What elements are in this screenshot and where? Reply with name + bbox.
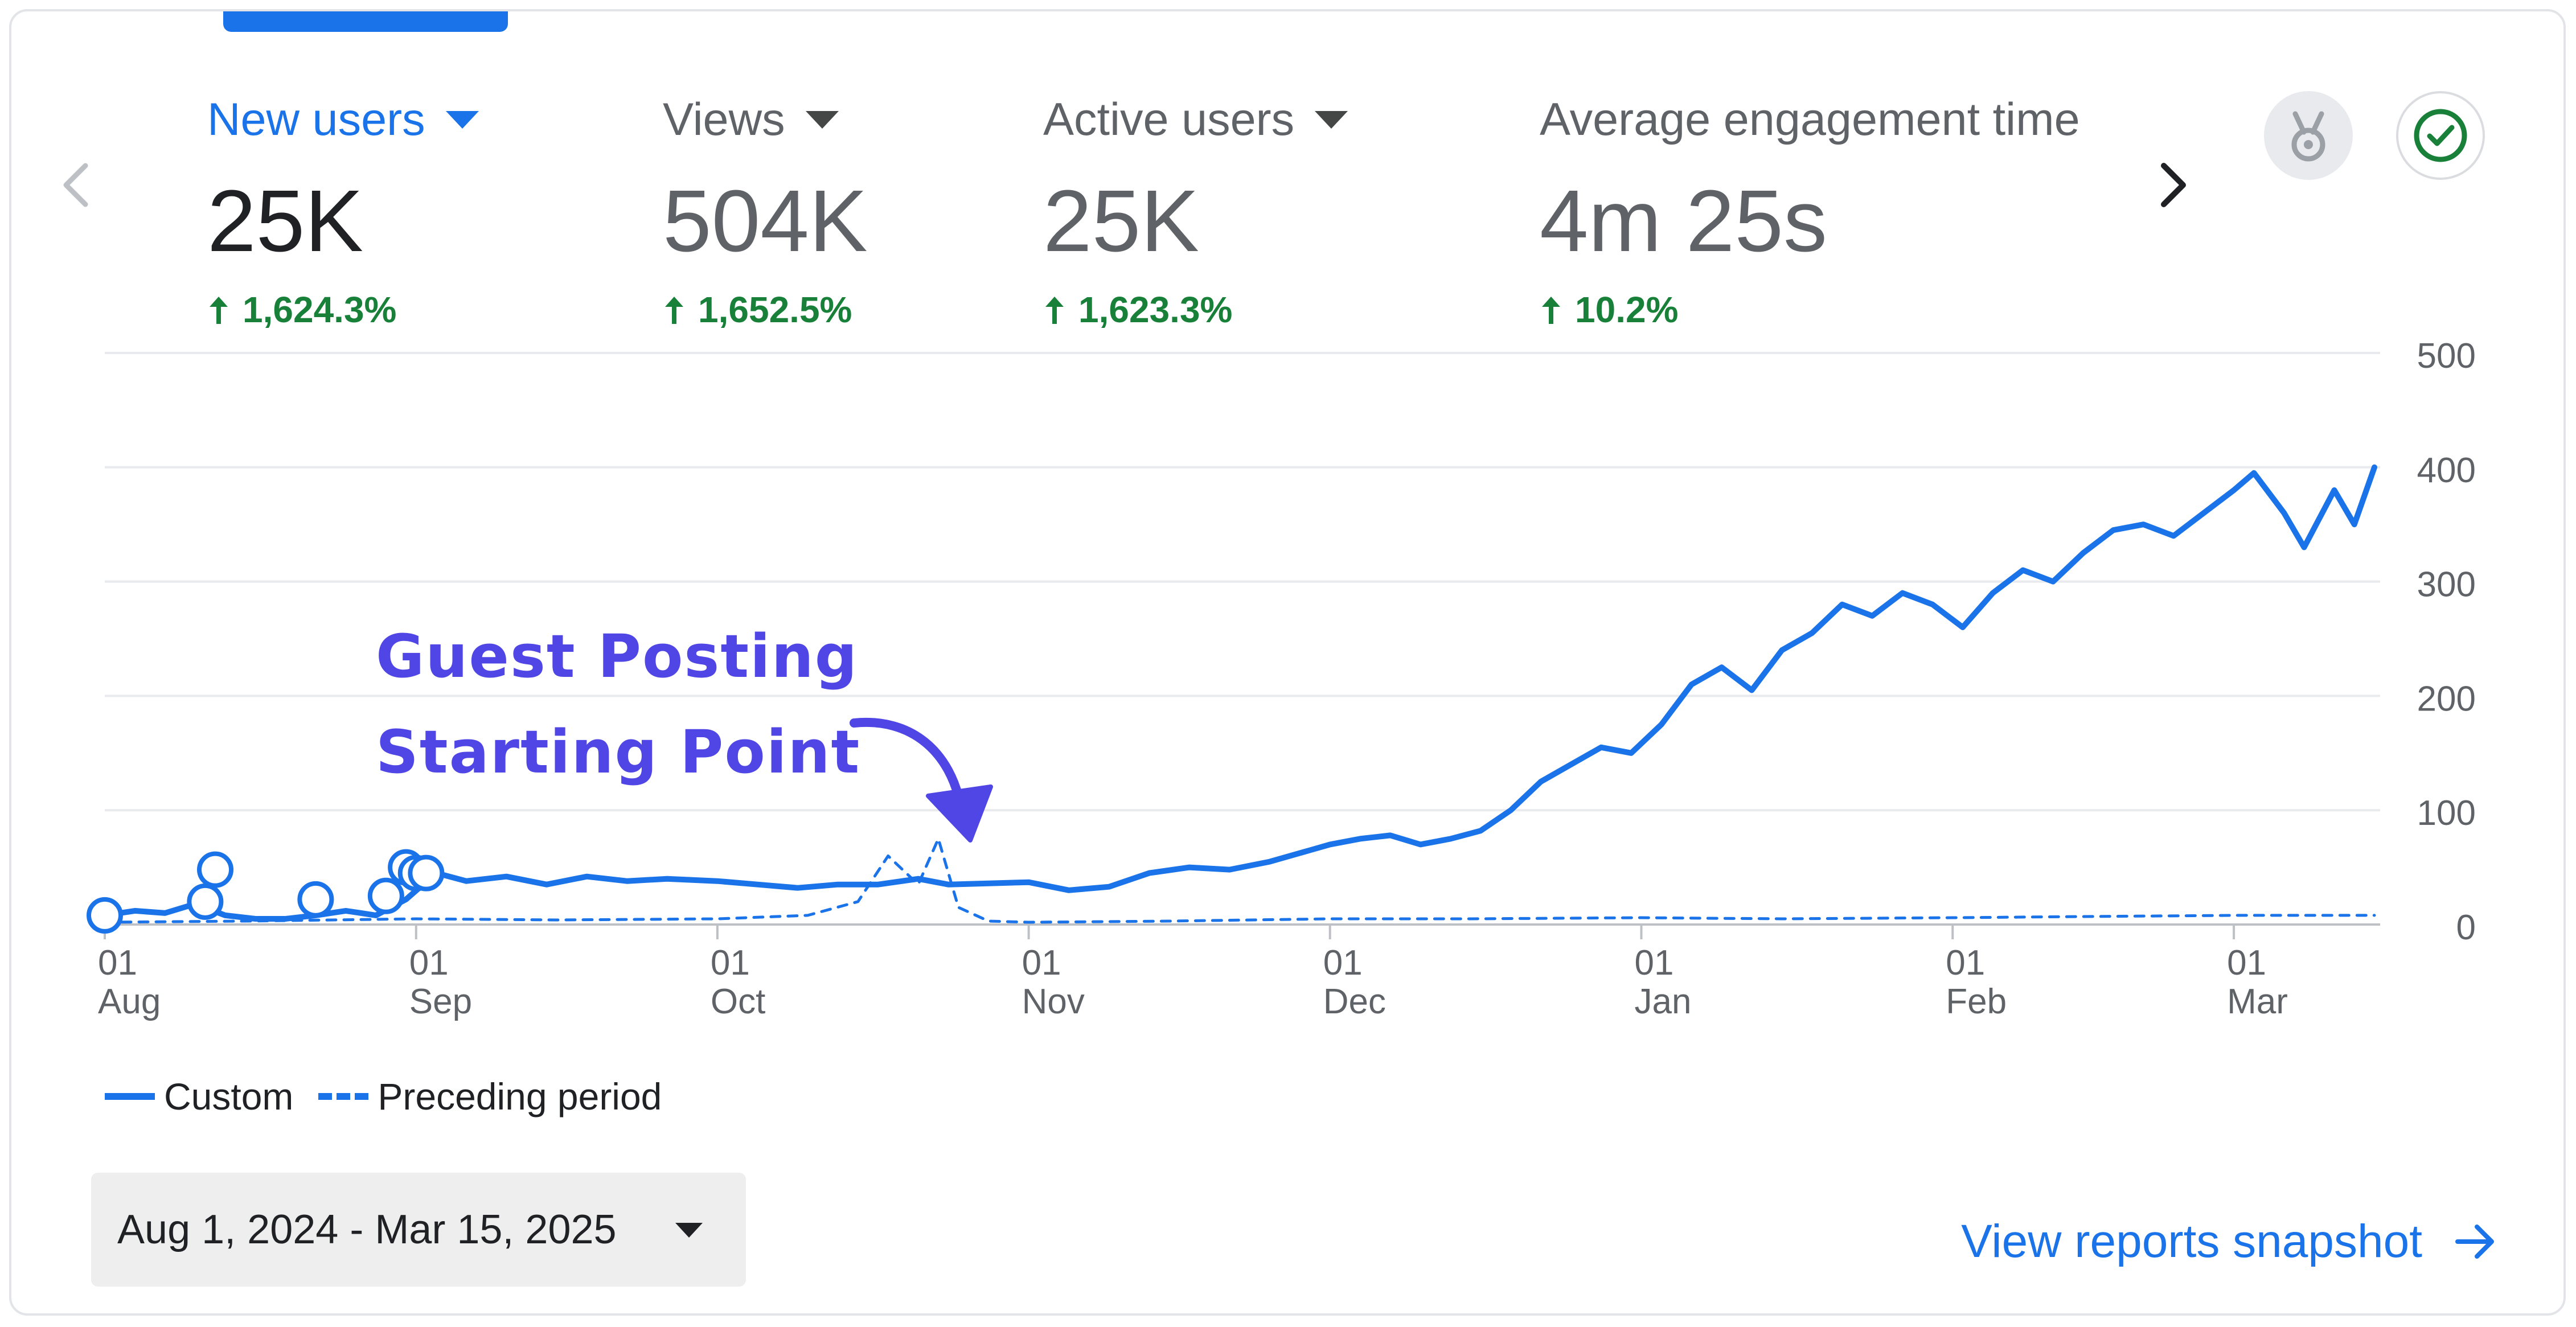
x-tick-label: Nov [1022,982,1085,1021]
legend-swatch-preceding [318,1093,369,1100]
y-tick-label: 100 [2417,794,2476,833]
x-tick-label: 01 [2227,943,2266,983]
y-tick-label: 0 [2456,908,2476,947]
x-tick-label: Oct [711,982,765,1021]
annotation-marker [408,854,445,891]
check-circle-icon [2414,109,2467,162]
annotation-marker [87,897,123,934]
active-tab-indicator [223,11,508,32]
medal-icon [2291,111,2325,162]
metric-delta: 1,624.3% [243,289,397,330]
chart-legend: Custom Preceding period [105,1075,662,1118]
insights-button[interactable] [2264,91,2353,180]
analytics-card: New users 25K 1,624.3% Views 504K 1,652.… [9,9,2566,1316]
metric-value: 4m 25s [1540,172,1828,270]
date-range-value: Aug 1, 2024 - Mar 15, 2025 [117,1207,617,1252]
annotation-marker [297,881,334,918]
view-reports-snapshot-link[interactable]: View reports snapshot [1961,1215,2497,1268]
date-range-select[interactable]: Aug 1, 2024 - Mar 15, 2025 [91,1173,746,1287]
x-tick-label: 01 [409,943,449,983]
chart-markers [87,849,445,934]
arrow-right-icon [2455,1225,2494,1259]
metric-value: 25K [1043,172,1200,270]
annotation-arrow-shaft [850,717,966,813]
annotation-line-2: Starting Point [376,717,861,787]
chevron-right-icon[interactable] [2147,151,2198,219]
arrow-up-icon [1045,297,1064,324]
metric-label: Views [663,94,785,145]
x-tick-label: 01 [1323,943,1363,983]
metric-new-users[interactable]: New users 25K 1,624.3% [207,97,479,331]
chart-series [102,464,2377,924]
series-line [102,464,2377,922]
status-button[interactable] [2396,91,2485,180]
x-tick-label: Sep [409,982,472,1021]
metric-active-users[interactable]: Active users 25K 1,623.3% [1043,97,1348,331]
x-tick-label: Feb [1946,982,2007,1021]
metric-avg-engagement-time[interactable]: Average engagement time 4m 25s 10.2% [1540,97,2080,331]
metric-value: 504K [663,172,868,270]
x-tick-label: 01 [1946,943,1985,983]
metric-value: 25K [207,172,364,270]
snapshot-link-label: View reports snapshot [1961,1215,2422,1267]
metric-delta: 1,623.3% [1078,289,1233,330]
metric-label: Active users [1043,94,1295,145]
y-tick-label: 500 [2417,336,2476,376]
y-tick-label: 400 [2417,451,2476,490]
legend-label-preceding: Preceding period [378,1075,662,1118]
legend-swatch-custom [105,1093,155,1100]
annotation-marker [197,851,234,888]
x-tick-label: Dec [1323,982,1386,1021]
x-tick-label: Mar [2227,982,2288,1021]
chart-gridlines [105,352,2380,926]
legend-label-custom: Custom [164,1075,294,1118]
x-tick-label: 01 [1634,943,1673,983]
metric-delta: 10.2% [1575,289,1679,330]
annotation-marker [187,883,224,920]
y-axis-ticks: 0 100 200 300 400 500 [2417,336,2476,947]
caret-down-icon[interactable] [445,111,479,129]
metric-views[interactable]: Views 504K 1,652.5% [663,97,868,331]
caret-down-icon[interactable] [805,111,839,129]
x-tick-label: Jan [1634,982,1691,1021]
annotation-marker [367,877,404,914]
arrow-up-icon [1542,297,1560,324]
metric-label: Average engagement time [1540,94,2080,145]
series-line [103,837,2376,924]
annotation-arrow [850,717,993,843]
chevron-left-icon[interactable] [50,151,101,219]
arrow-up-icon [665,297,683,324]
caret-down-icon[interactable] [1315,111,1348,129]
x-tick-label: 01 [1022,943,1061,983]
metric-label: New users [207,94,425,145]
y-tick-label: 200 [2417,679,2476,718]
x-tick-label: Aug [98,982,161,1021]
arrow-up-icon [210,297,228,324]
annotation-arrow-head [926,784,993,843]
annotation-line-1: Guest Posting [376,622,859,691]
metric-delta: 1,652.5% [698,289,852,330]
y-tick-label: 300 [2417,565,2476,605]
x-tick-label: 01 [711,943,750,983]
x-tick-label: 01 [98,943,137,983]
caret-down-icon [675,1223,703,1238]
